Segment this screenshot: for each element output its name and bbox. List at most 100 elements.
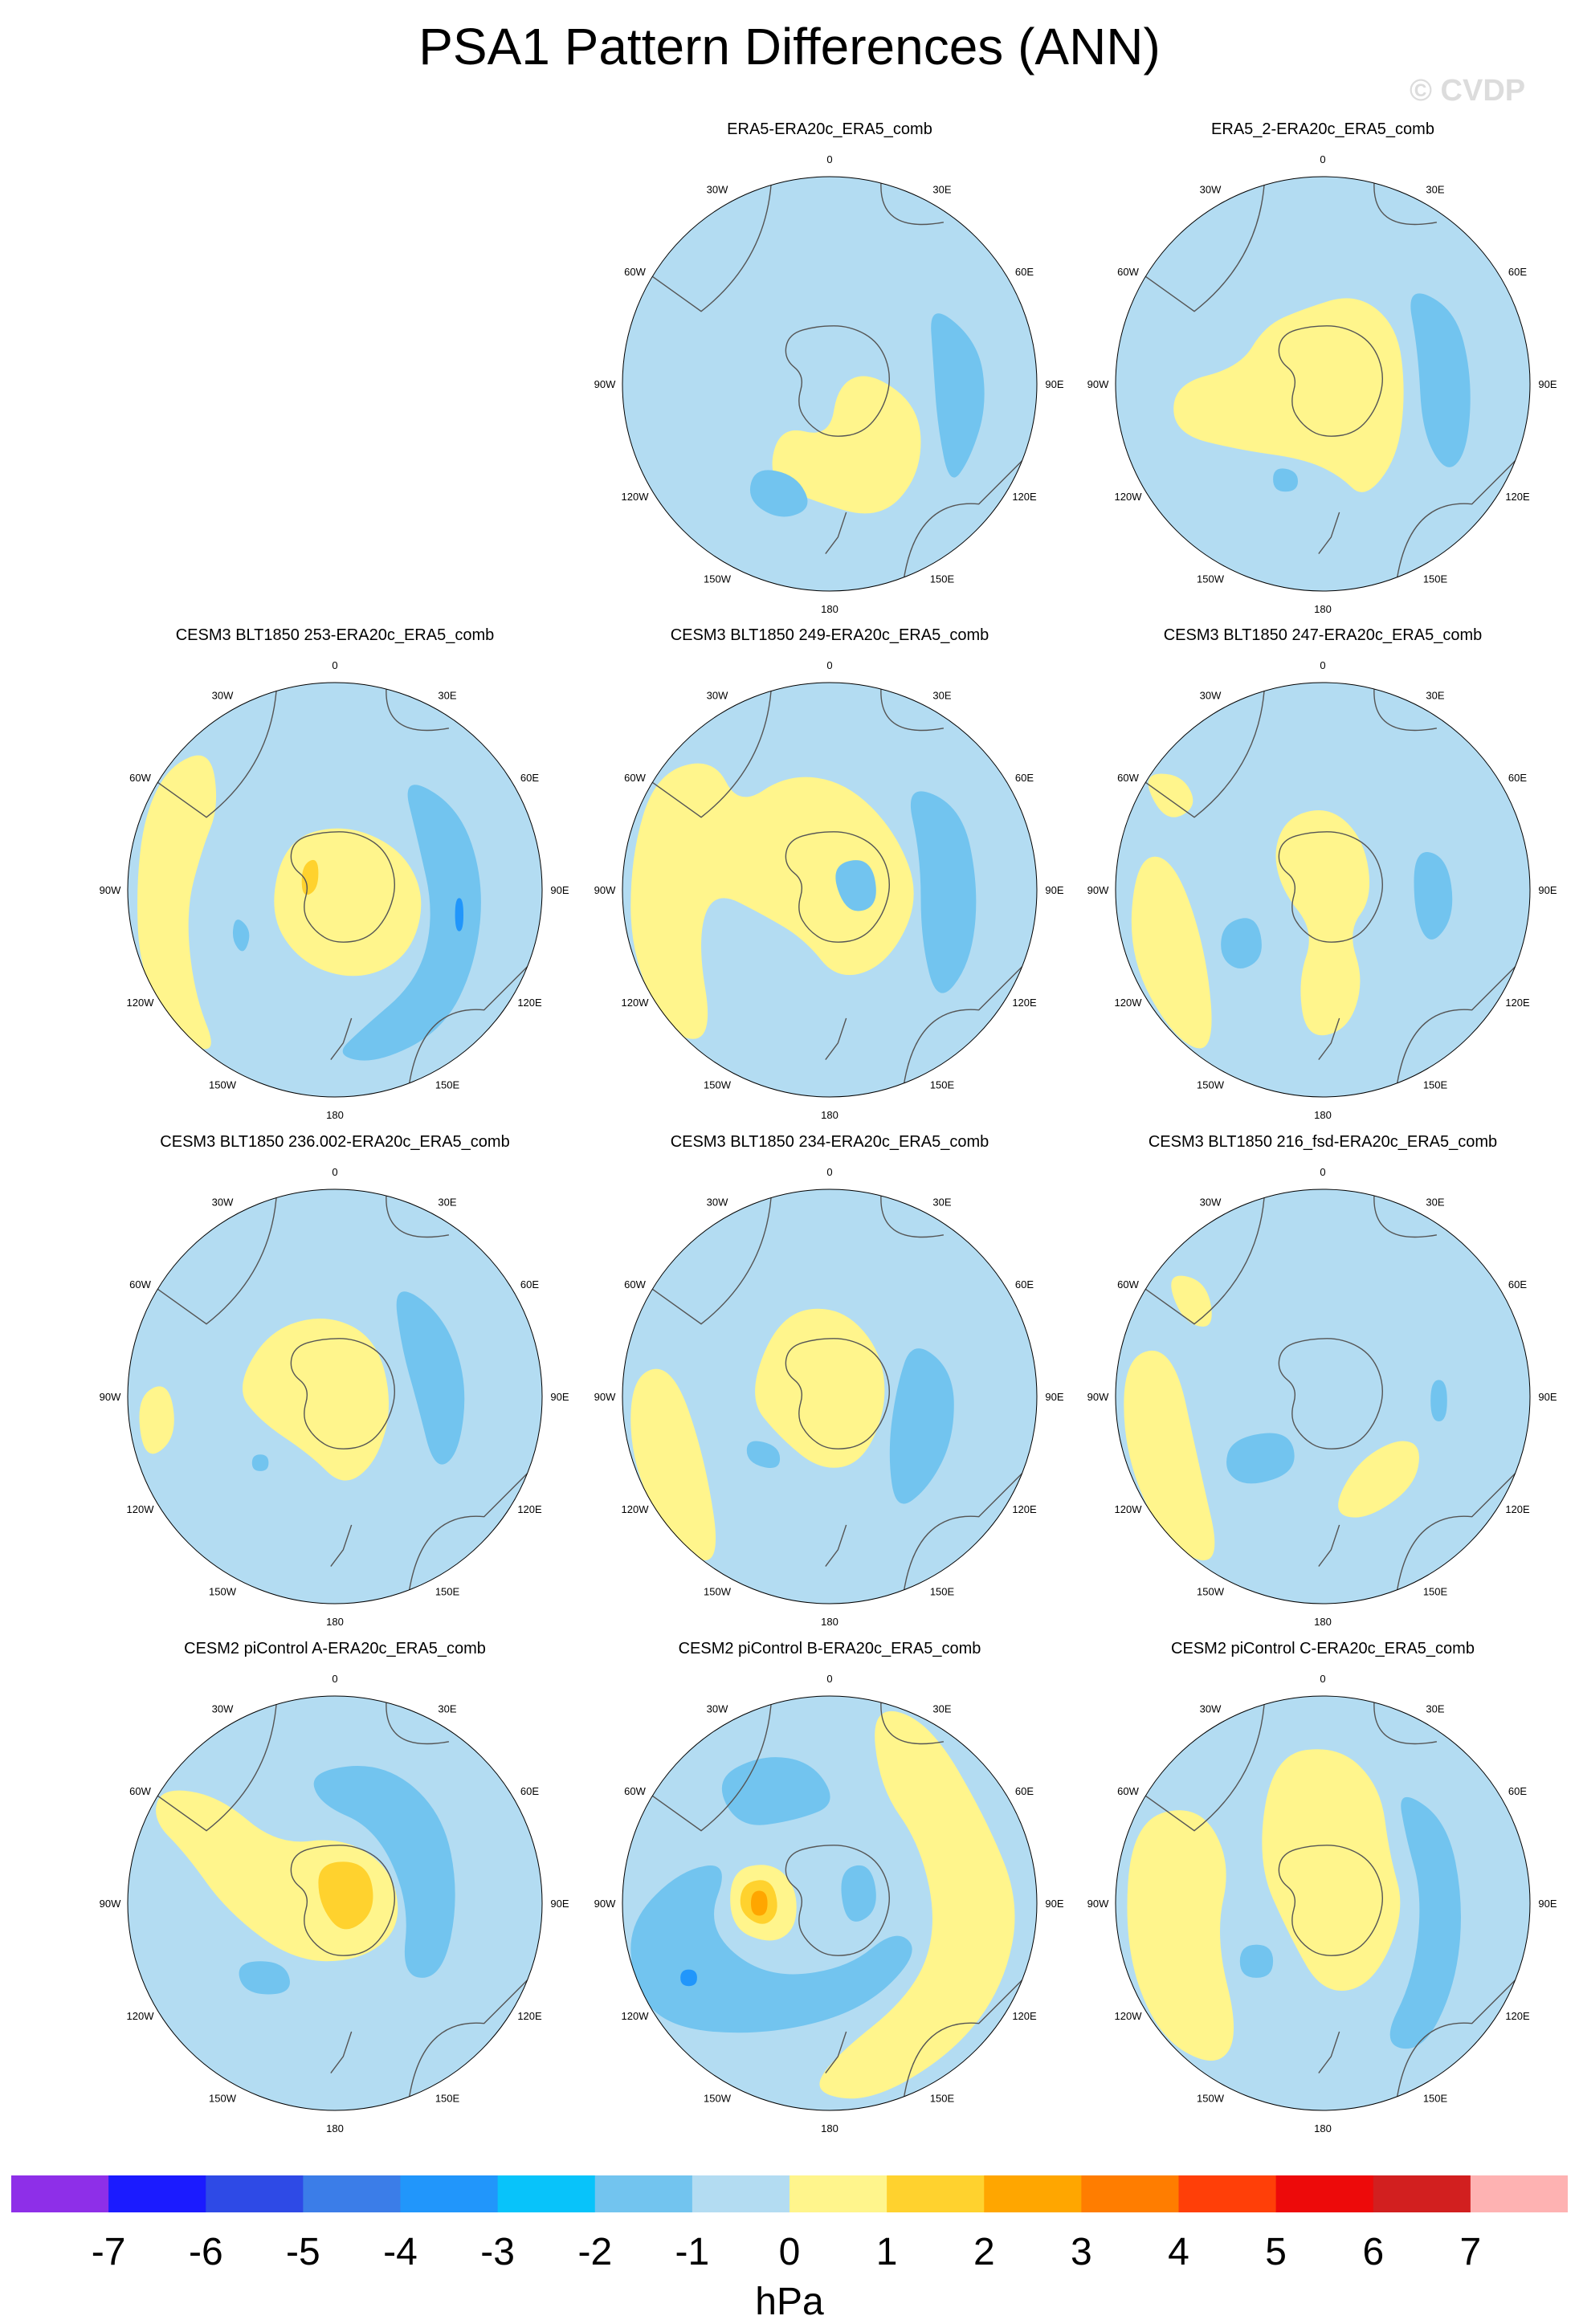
longitude-label: 150E [930, 2093, 955, 2105]
australia-coastline [1394, 445, 1530, 591]
contour-region [630, 1368, 716, 1561]
longitude-label: 90W [100, 1391, 121, 1403]
map-panel: CESM3 BLT1850 234-ERA20c_ERA5_comb 0 30E 60… [581, 1131, 1079, 1637]
contour-fills [1127, 1749, 1461, 2061]
contour-fills [156, 1765, 455, 1995]
longitude-label: 30E [438, 690, 456, 702]
australia-coastline [901, 1458, 1037, 1604]
map-boundary [127, 1189, 543, 1604]
colorbar-swatch [400, 2175, 499, 2212]
colorbar-swatch [11, 2175, 109, 2212]
longitude-label: 180 [821, 603, 838, 615]
longitude-label: 60W [1117, 1278, 1139, 1290]
new-zealand-coastline [330, 2031, 353, 2073]
colorbar-tick-label: 6 [1362, 2231, 1384, 2273]
contour-region [1148, 773, 1193, 817]
south-america-coastline [1136, 1189, 1266, 1325]
longitude-label: 90E [1045, 378, 1063, 390]
contour-fills [137, 755, 481, 1061]
panel-title: CESM3 BLT1850 234-ERA20c_ERA5_comb [670, 1133, 989, 1151]
contour-region [232, 919, 250, 952]
coastlines [1136, 683, 1530, 1097]
map-panel: CESM2 piControl A-ERA20c_ERA5_comb 0 30E 60… [86, 1638, 584, 2144]
longitude-label: 30W [707, 1703, 728, 1715]
africa-coastline [880, 683, 945, 732]
map-panel: ERA5-ERA20c_ERA5_comb 0 30E 60E 90E 120E 150E 1… [581, 119, 1079, 625]
longitude-label: 30W [707, 690, 728, 702]
longitude-label: 90E [550, 1898, 569, 1910]
australia-coastline [406, 1964, 542, 2110]
longitude-label: 120W [127, 1503, 155, 1515]
longitude-label: 120W [622, 997, 650, 1009]
contour-region [721, 1757, 830, 1825]
longitude-label: 0 [826, 153, 832, 165]
antarctica-coastline [785, 325, 890, 437]
longitude-label: 150W [209, 1586, 237, 1598]
longitude-label: 60E [1015, 1785, 1034, 1797]
colorbar-swatch [1081, 2175, 1180, 2212]
colorbar: -7 -6 -5 -4 -3 -2 -1 0 1 2 3 4 5 6 7 [11, 2175, 1568, 2273]
map-panel: CESM3 BLT1850 253-ERA20c_ERA5_comb 0 30E 60… [86, 625, 584, 1131]
coastlines [148, 1189, 542, 1604]
longitude-label: 120E [517, 997, 542, 1009]
longitude-label: 120E [1012, 491, 1037, 503]
map-boundary [1115, 1189, 1531, 1604]
south-america-coastline [643, 1696, 773, 1832]
colorbar-tick-label: 5 [1265, 2231, 1287, 2273]
colorbar-tick-label: 1 [876, 2231, 898, 2273]
contour-fills [630, 1308, 954, 1561]
map-boundary [622, 682, 1038, 1098]
longitude-label: 60W [129, 1785, 151, 1797]
longitude-label: 120E [1505, 1503, 1530, 1515]
longitude-label: 30W [1200, 690, 1222, 702]
map-boundary [127, 1695, 543, 2111]
colorbar-tick-label: -6 [189, 2231, 223, 2273]
colorbar-swatch [887, 2175, 985, 2212]
contour-region [1414, 852, 1453, 940]
longitude-label: 120W [127, 2010, 155, 2022]
longitude-label: 30E [932, 690, 951, 702]
longitude-label: 60W [624, 1785, 646, 1797]
south-america-coastline [1136, 1696, 1266, 1832]
africa-coastline [1373, 177, 1438, 226]
longitude-label: 30E [438, 1703, 456, 1715]
longitude-label: 150W [704, 2093, 732, 2105]
longitude-label: 150W [1197, 1079, 1225, 1091]
coastlines [1136, 1696, 1530, 2110]
longitude-label: 90W [1087, 884, 1109, 896]
longitude-label: 30W [707, 1197, 728, 1209]
longitude-label: 60W [129, 1278, 151, 1290]
polar-map: 0 30E 60E 90E 120E 150E 180 150W 120W 90W 60W 30W [100, 1166, 569, 1628]
longitude-label: 90W [594, 1391, 616, 1403]
longitude-label: 0 [826, 1166, 832, 1178]
antarctica-coastline [1278, 831, 1383, 943]
longitude-label: 150W [1197, 573, 1225, 585]
contour-region [1410, 293, 1471, 467]
colorbar-swatch [594, 2175, 693, 2212]
polar-map: 0 30E 60E 90E 120E 150E 180 150W 120W 90W 60W 30W [1087, 153, 1557, 615]
contour-region [749, 470, 808, 517]
map-boundary [1115, 682, 1531, 1098]
longitude-label: 60W [624, 772, 646, 784]
contour-region [1221, 918, 1262, 969]
colorbar-tick-label: 7 [1460, 2231, 1482, 2273]
colorbar-tick-label: -4 [383, 2231, 418, 2273]
longitude-label: 180 [821, 1109, 838, 1121]
longitude-label: 150W [704, 573, 732, 585]
australia-coastline [406, 951, 542, 1097]
contour-region [841, 1865, 876, 1922]
contour-region [1338, 1441, 1419, 1518]
colorbar-tick-label: -2 [577, 2231, 612, 2273]
longitude-label: 150E [1423, 2093, 1448, 2105]
coastlines [643, 1696, 1037, 2110]
contour-region [1239, 1944, 1274, 1978]
contour-region [755, 1308, 885, 1468]
australia-coastline [406, 1458, 542, 1604]
colorbar-swatch [692, 2175, 790, 2212]
longitude-label: 0 [1320, 153, 1325, 165]
coastlines [643, 683, 1037, 1097]
australia-coastline [901, 445, 1037, 591]
longitude-label: 30W [1200, 1197, 1222, 1209]
polar-map: 0 30E 60E 90E 120E 150E 180 150W 120W 90W 60W 30W [594, 1673, 1064, 2134]
colorbar-swatch [790, 2175, 887, 2212]
